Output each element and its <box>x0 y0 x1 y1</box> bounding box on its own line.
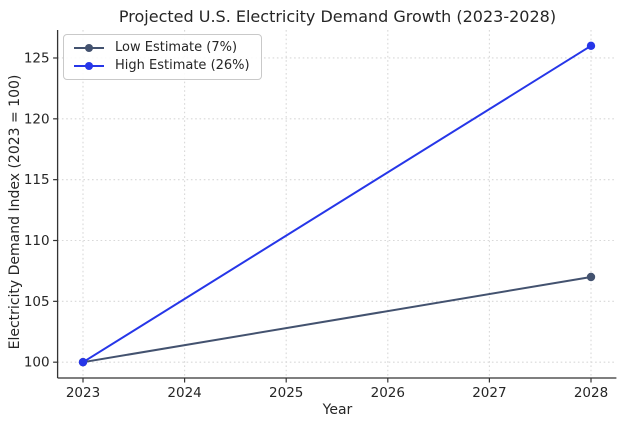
series-line <box>82 276 592 364</box>
x-tick-label: 2026 <box>371 385 405 401</box>
y-tick-label: 100 <box>24 355 50 371</box>
legend-item-low: Low Estimate (7%) <box>72 40 250 55</box>
x-axis-label: Year <box>322 402 353 418</box>
chart-title: Projected U.S. Electricity Demand Growth… <box>118 7 557 26</box>
legend-label-high: High Estimate (26%) <box>115 58 250 73</box>
y-tick-label: 105 <box>24 294 50 310</box>
x-tick-label: 2023 <box>66 385 100 401</box>
x-tick-label: 2025 <box>269 385 303 401</box>
legend-key-high-line-icon <box>74 61 104 70</box>
data-point-marker <box>78 357 88 367</box>
y-tick-label: 115 <box>24 172 50 188</box>
y-axis-label: Electricity Demand Index (2023 = 100) <box>7 74 23 350</box>
y-tick-label: 125 <box>24 50 50 66</box>
data-point-marker <box>586 272 596 282</box>
x-tick-label: 2027 <box>472 385 506 401</box>
series-line <box>82 44 592 364</box>
y-tick-label: 120 <box>24 111 50 127</box>
legend-key-low-line-icon <box>74 43 104 52</box>
x-tick-label: 2028 <box>574 385 608 401</box>
legend: Low Estimate (7%) High Estimate (26%) <box>63 34 262 80</box>
data-point-marker <box>586 41 596 51</box>
legend-item-high: High Estimate (26%) <box>72 58 250 73</box>
legend-label-low: Low Estimate (7%) <box>115 40 238 55</box>
x-tick-label: 2024 <box>167 385 201 401</box>
y-tick-label: 110 <box>24 233 50 249</box>
